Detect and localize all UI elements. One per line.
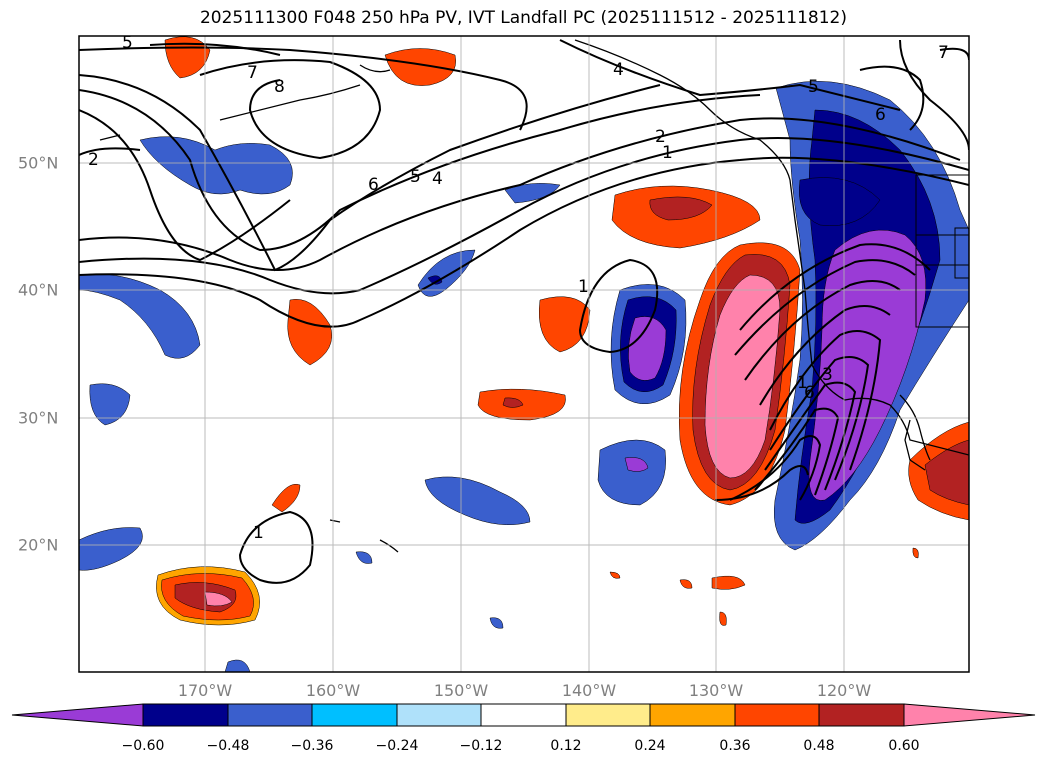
map-title: 2025111300 F048 250 hPa PV, IVT Landfall… bbox=[199, 8, 847, 28]
colorbar-tick-label: 0.36 bbox=[719, 738, 751, 754]
lat-label: 40°N bbox=[18, 280, 59, 300]
contour-label: 5 bbox=[410, 167, 421, 187]
colorbar-tick-label: 0.24 bbox=[634, 738, 666, 754]
contour-label: 8 bbox=[274, 77, 285, 97]
contour-label: 6 bbox=[804, 383, 815, 403]
contour-label: 4 bbox=[613, 60, 624, 80]
colorbar-tick-label: −0.12 bbox=[459, 738, 503, 754]
contour-label: 7 bbox=[247, 63, 258, 83]
colorbar-tick-label: 0.12 bbox=[550, 738, 582, 754]
colorbar-tick-label: −0.36 bbox=[290, 738, 334, 754]
lon-label: 150°W bbox=[433, 681, 489, 700]
colorbar-tick-label: 0.48 bbox=[803, 738, 835, 754]
colorbar-tick-label: 0.60 bbox=[888, 738, 920, 754]
contour-label: 5 bbox=[122, 33, 133, 53]
colorbar-tick-label: −0.24 bbox=[375, 738, 419, 754]
colorbar-max-extension bbox=[903, 703, 1036, 727]
lat-label: 30°N bbox=[18, 408, 59, 428]
lon-label: 130°W bbox=[688, 681, 744, 700]
contour-label: 1 bbox=[797, 373, 808, 393]
lat-label: 50°N bbox=[18, 153, 59, 173]
ivt-contours bbox=[79, 39, 969, 584]
contour-label: 2 bbox=[88, 150, 99, 170]
colorbar-segment bbox=[396, 703, 482, 727]
colorbar-segment bbox=[311, 703, 398, 727]
colorbar-segment bbox=[818, 703, 905, 727]
contour-label: 1 bbox=[662, 143, 673, 163]
contour-label: 6 bbox=[368, 175, 379, 195]
lon-label: 140°W bbox=[561, 681, 617, 700]
landfall-boxes bbox=[915, 174, 969, 328]
contour-label: 7 bbox=[938, 43, 949, 63]
contour-label: 6 bbox=[875, 105, 886, 125]
pv-shading bbox=[79, 36, 969, 672]
contour-label: 4 bbox=[432, 169, 443, 189]
colorbar-segment bbox=[227, 703, 313, 727]
contour-label: 3 bbox=[822, 365, 833, 385]
contour-label: 1 bbox=[578, 277, 589, 297]
colorbar-segment bbox=[142, 703, 229, 727]
lon-label: 120°W bbox=[816, 681, 872, 700]
colorbar-tick-label: −0.60 bbox=[121, 738, 165, 754]
map-frame bbox=[78, 35, 970, 673]
colorbar-segment bbox=[480, 703, 567, 727]
colorbar-tick-label: −0.48 bbox=[206, 738, 250, 754]
contour-label: 5 bbox=[808, 77, 819, 97]
lon-label: 170°W bbox=[177, 681, 233, 700]
lat-label: 20°N bbox=[18, 535, 59, 555]
colorbar-min-extension bbox=[11, 703, 144, 727]
colorbar-segment bbox=[565, 703, 651, 727]
coastlines bbox=[99, 39, 969, 553]
contour-labels: 5 7 8 2 6 5 4 4 2 1 5 6 7 1 1 6 1 3 bbox=[88, 33, 949, 543]
contour-label: 2 bbox=[655, 127, 666, 147]
colorbar-segment bbox=[649, 703, 736, 727]
contour-label: 1 bbox=[253, 523, 264, 543]
gridlines bbox=[79, 36, 969, 672]
lon-label: 160°W bbox=[305, 681, 361, 700]
colorbar bbox=[11, 703, 1036, 727]
map-area: 5 7 8 2 6 5 4 4 2 1 5 6 7 1 1 6 1 3 bbox=[79, 33, 969, 672]
colorbar-segment bbox=[734, 703, 820, 727]
